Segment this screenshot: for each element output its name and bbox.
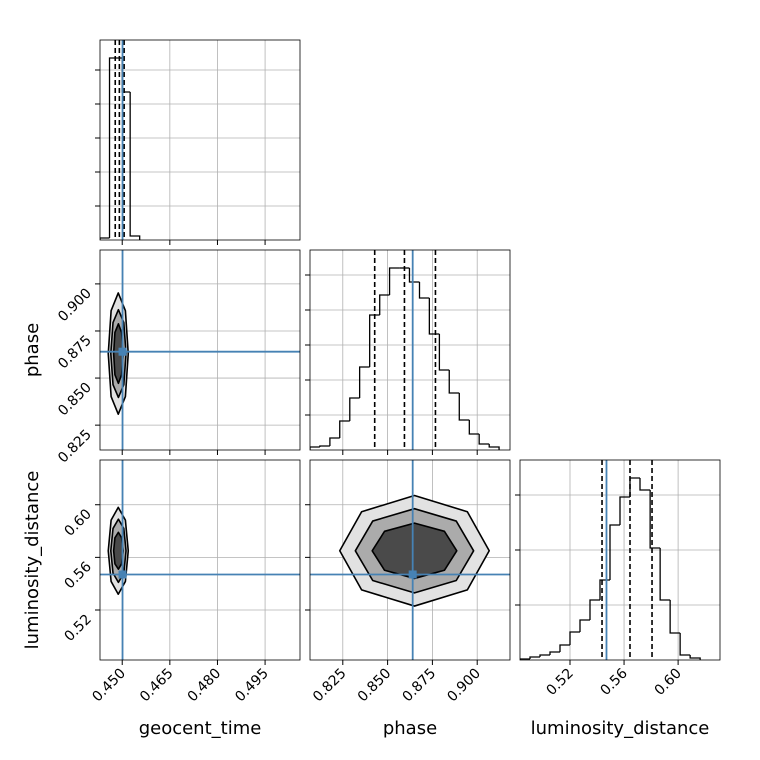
- hist-bar: [589, 599, 600, 620]
- hist-bar: [539, 654, 550, 657]
- panel: 0.52 0.56 0.60 luminosity_distance: [515, 459, 721, 739]
- panel: [95, 39, 301, 245]
- hist-bar: [488, 444, 500, 450]
- hist-bar: [339, 420, 350, 438]
- x-axis-label: geocent_time: [139, 718, 262, 739]
- hist-bar: [310, 446, 320, 450]
- y-tick-label: 0.825: [55, 427, 95, 467]
- plot-area: [100, 40, 141, 240]
- hist-bar: [408, 268, 420, 283]
- plot-area: [520, 460, 701, 660]
- panel-frame: [309, 249, 511, 451]
- plot-area: [100, 460, 300, 660]
- y-tick-label: 0.60: [61, 506, 94, 539]
- y-tick-label: 0.850: [55, 380, 95, 420]
- hist-bar: [379, 294, 390, 315]
- contour: [371, 522, 458, 580]
- y-tick-label: 0.875: [55, 332, 95, 372]
- x-tick-label: 0.56: [598, 665, 631, 698]
- panel-frame: [99, 459, 301, 661]
- x-axis-label: luminosity_distance: [531, 718, 710, 739]
- panel-frame: [309, 459, 511, 661]
- y-axis-label: luminosity_distance: [22, 471, 43, 650]
- x-tick-label: 0.850: [355, 666, 395, 706]
- hist-bar: [319, 445, 330, 447]
- plot-area: [310, 460, 510, 660]
- hist-bar: [569, 631, 580, 645]
- hist-bar: [468, 420, 480, 435]
- x-tick-label: 0.825: [310, 666, 350, 706]
- x-tick-label: 0.60: [652, 666, 685, 699]
- contour: [112, 531, 124, 571]
- x-tick-label: 0.900: [444, 666, 484, 706]
- hist-bar: [100, 237, 110, 240]
- hist-bar: [438, 334, 450, 371]
- panel: 0.825 0.850 0.875 0.900 phase: [22, 249, 301, 467]
- hist-bar: [520, 658, 530, 660]
- x-tick-label: 0.875: [400, 666, 440, 706]
- hist-bar: [669, 600, 681, 634]
- plot-area: [310, 250, 500, 450]
- x-axis-label: phase: [383, 718, 437, 739]
- hist-bar: [549, 651, 560, 655]
- x-tick-label: 0.450: [89, 666, 129, 706]
- plot-area: [100, 250, 300, 450]
- hist-bar: [529, 656, 540, 659]
- truth-point: [118, 347, 127, 356]
- hist-bar: [448, 370, 460, 394]
- hist-bar: [629, 477, 640, 497]
- panel: 0.450 0.465 0.480 0.495 0.52 0.56 0.60 geocent_…: [22, 459, 301, 739]
- truth-point: [408, 570, 417, 579]
- hist-bar: [329, 437, 340, 446]
- hist-bar: [679, 633, 691, 656]
- panel-frame: [99, 39, 301, 241]
- panel: [305, 249, 511, 455]
- hist-bar: [689, 655, 701, 660]
- contour: [112, 323, 124, 385]
- hist-bar: [619, 496, 630, 525]
- hist-bar: [559, 644, 570, 652]
- hist-bar: [388, 267, 400, 295]
- hist-bar: [478, 434, 490, 445]
- y-tick-label: 0.900: [55, 285, 95, 325]
- hist-bar: [659, 548, 671, 601]
- hist-bar: [129, 92, 141, 240]
- hist-bar: [358, 366, 370, 398]
- x-tick-label: 0.495: [232, 666, 272, 706]
- panel-frame: [99, 249, 301, 451]
- y-axis-label: phase: [22, 323, 43, 377]
- hist-bar: [349, 397, 360, 421]
- x-tick-label: 0.480: [185, 666, 225, 706]
- hist-bar: [639, 478, 651, 491]
- x-tick-label: 0.52: [543, 666, 576, 699]
- hist-bar: [649, 490, 661, 549]
- panel-frame: [519, 459, 721, 661]
- y-tick-label: 0.52: [61, 612, 94, 645]
- x-tick-label: 0.465: [137, 666, 177, 706]
- hist-bar: [428, 298, 440, 335]
- y-tick-label: 0.56: [61, 559, 94, 592]
- hist-bar: [369, 314, 380, 367]
- hist-bar: [108, 57, 123, 238]
- hist-bar: [458, 393, 470, 421]
- hist-bar: [609, 524, 620, 580]
- hist-bar: [418, 282, 430, 299]
- truth-point: [118, 570, 127, 579]
- hist-bar: [579, 619, 590, 632]
